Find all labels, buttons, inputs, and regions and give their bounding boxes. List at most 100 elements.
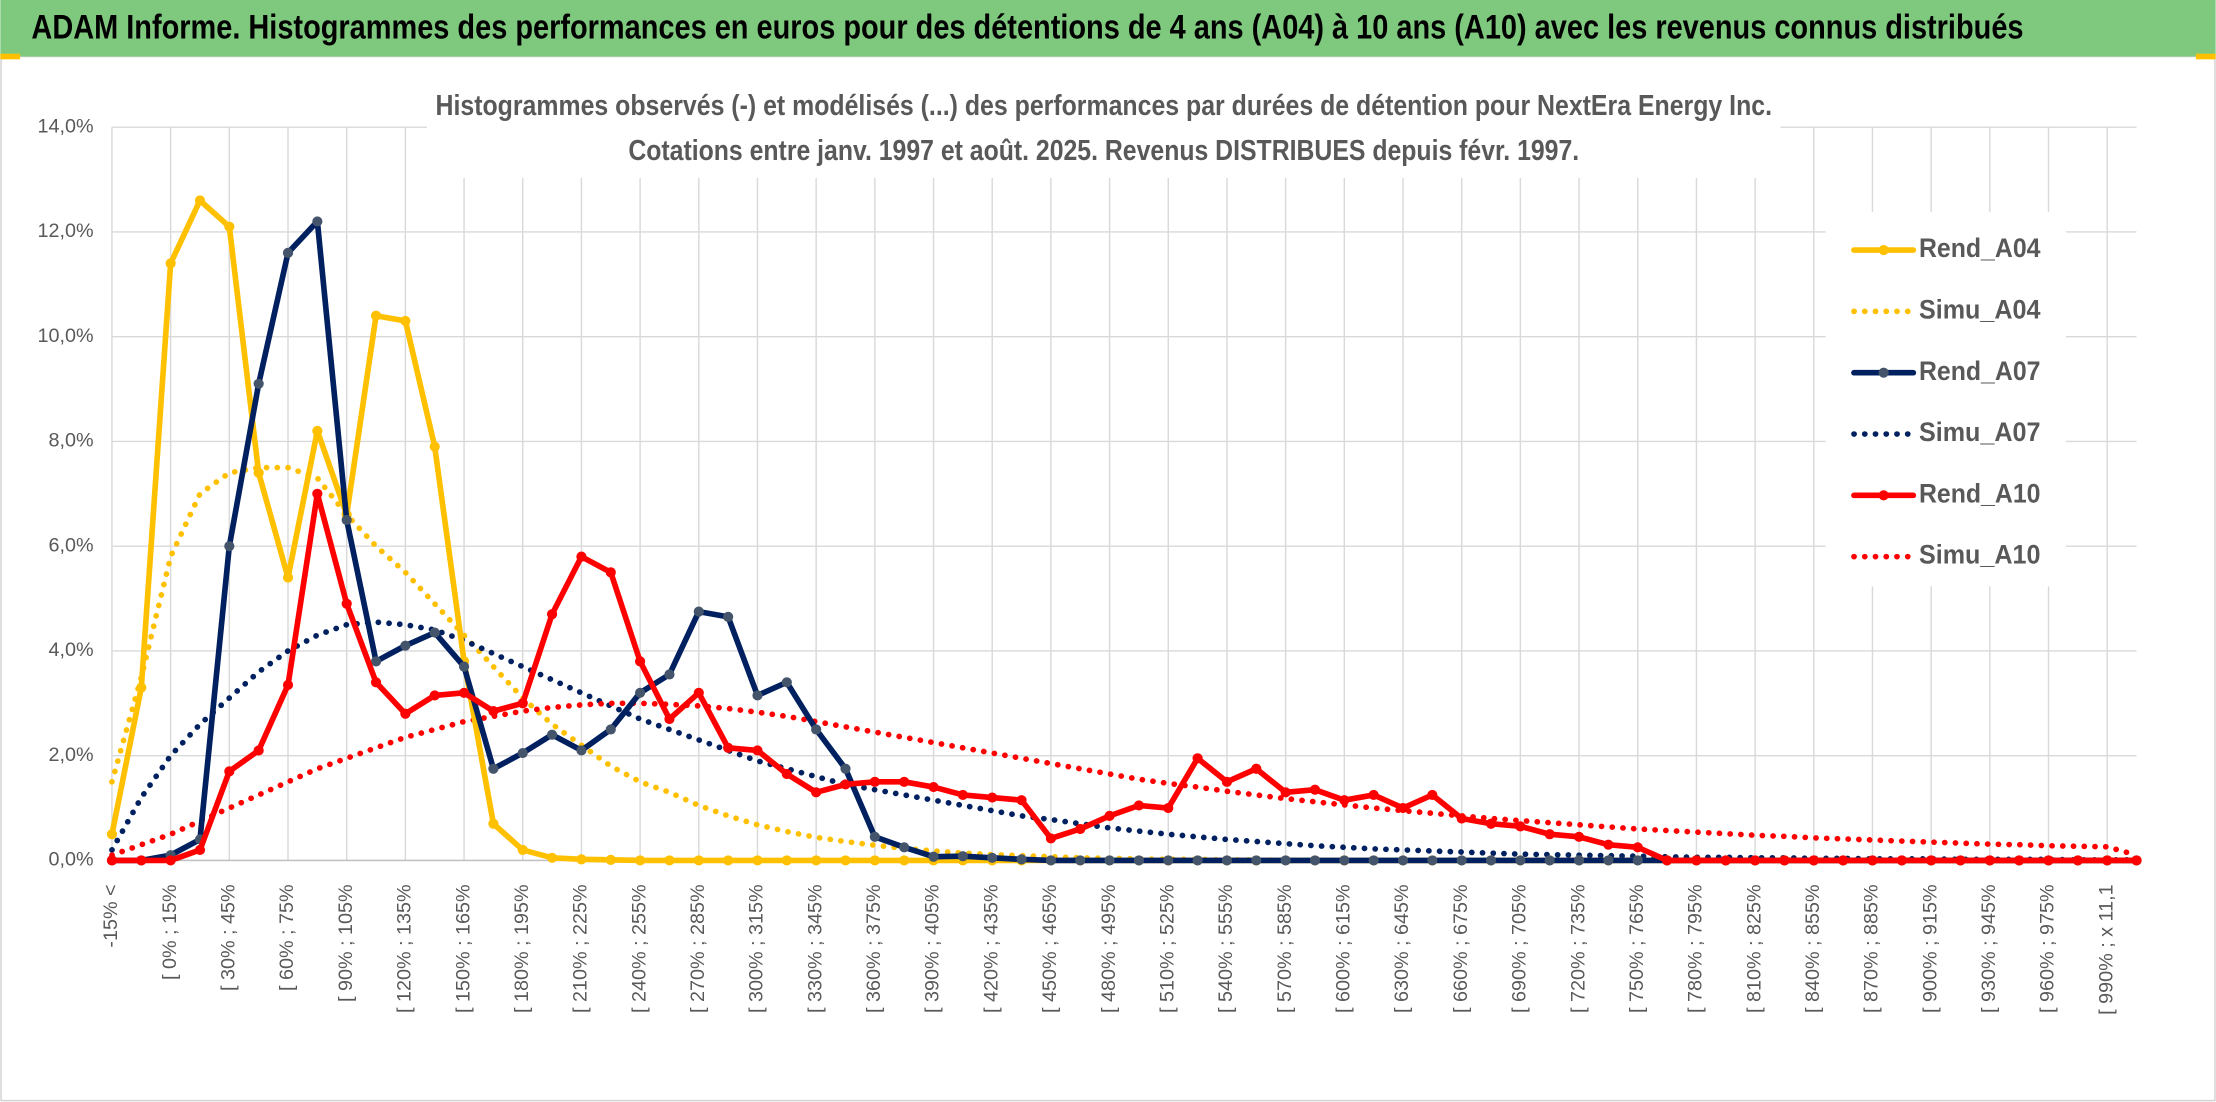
x-tick-label: [ 870% ; 885% [1861, 884, 1883, 1013]
x-tick-label: [ 450% ; 465% [1039, 884, 1061, 1013]
x-tick-label: [ 990% ; x 11,1 [2095, 884, 2117, 1014]
x-tick-label: [ 570% ; 585% [1274, 884, 1296, 1013]
x-tick-label: [ 660% ; 675% [1450, 884, 1472, 1013]
x-tick-label: [ 930% ; 945% [1978, 884, 2000, 1013]
point [282, 572, 294, 583]
x-tick-label: [ 720% ; 735% [1567, 884, 1589, 1013]
x-tick-label: [ 420% ; 435% [980, 884, 1002, 1013]
point [576, 551, 587, 562]
point [928, 851, 939, 862]
point [752, 855, 763, 866]
point [605, 854, 616, 865]
point [136, 682, 147, 693]
point [1632, 855, 1643, 866]
point [546, 852, 558, 863]
legend-marker [1878, 490, 1889, 501]
point [312, 488, 323, 499]
x-tick-label: [ 360% ; 375% [863, 884, 885, 1013]
point [400, 315, 411, 327]
point [1251, 855, 1262, 866]
legend-label: Rend_A07 [1919, 356, 2041, 386]
point [899, 776, 910, 787]
point [282, 247, 294, 258]
point [1016, 854, 1027, 865]
point [1075, 855, 1086, 866]
y-tick-label: 4,0% [49, 639, 94, 661]
point [282, 679, 294, 691]
point [165, 855, 176, 866]
y-tick-label: 14,0% [38, 115, 94, 137]
point [106, 855, 118, 866]
legend-label: Rend_A10 [1919, 478, 2041, 508]
point [341, 514, 352, 526]
point [576, 745, 587, 756]
point [400, 708, 411, 719]
point [1808, 855, 1819, 866]
point [899, 855, 910, 866]
corner [2195, 53, 2216, 60]
model-line [109, 464, 2140, 864]
x-tick-label: [ 600% ; 615% [1333, 884, 1355, 1013]
point [1603, 855, 1614, 866]
x-tick-label: [ 390% ; 405% [922, 884, 944, 1013]
model-line [109, 619, 2140, 863]
point [781, 768, 792, 780]
legend-label: Rend_A04 [1919, 233, 2041, 263]
point [1192, 855, 1203, 866]
point [1485, 855, 1497, 866]
point [664, 713, 675, 725]
point [928, 781, 939, 793]
point [1045, 833, 1056, 844]
point [723, 611, 734, 622]
legend-marker [1878, 367, 1889, 378]
x-tick-label: [ 780% ; 795% [1685, 884, 1707, 1013]
header-bar [0, 0, 2216, 57]
point [1573, 855, 1585, 866]
point [811, 787, 822, 798]
point [1515, 855, 1526, 866]
point [1720, 855, 1731, 866]
point [1163, 802, 1174, 814]
point [693, 687, 704, 698]
point [1896, 855, 1907, 866]
point [2131, 855, 2142, 866]
point [1368, 855, 1379, 866]
point [1251, 763, 1262, 774]
x-tick-label: [ 90% ; 105% [335, 884, 357, 1002]
point [869, 831, 880, 842]
point [1339, 795, 1350, 806]
point [488, 818, 499, 829]
point [2072, 855, 2083, 866]
point [693, 855, 704, 866]
point [840, 855, 851, 866]
point [605, 567, 616, 578]
point [1133, 855, 1145, 866]
point [1397, 802, 1409, 814]
title-background [427, 81, 1781, 179]
y-tick-label: 8,0% [49, 430, 94, 452]
point [1075, 823, 1086, 835]
x-tick-label: [ 480% ; 495% [1098, 884, 1120, 1013]
x-tick-label: [ 0% ; 15% [159, 884, 181, 980]
x-tick-label: [ 900% ; 915% [1919, 884, 1941, 1013]
point [370, 310, 382, 321]
point [224, 766, 235, 777]
x-tick-label: [ 750% ; 765% [1626, 884, 1648, 1013]
y-tick-label: 0,0% [49, 849, 94, 871]
point [752, 745, 763, 756]
point [987, 852, 998, 863]
observed-line [109, 490, 2140, 864]
point [635, 687, 646, 698]
point [253, 378, 264, 389]
point [1104, 810, 1115, 821]
chart-subtitle: Cotations entre janv. 1997 et août. 2025… [628, 134, 1579, 166]
point [1838, 855, 1849, 866]
point [869, 855, 880, 866]
x-tick-label: [ 210% ; 225% [570, 884, 592, 1013]
point [957, 851, 968, 862]
point [517, 747, 528, 759]
point [1368, 789, 1379, 801]
point [1427, 855, 1438, 866]
point [811, 855, 822, 866]
